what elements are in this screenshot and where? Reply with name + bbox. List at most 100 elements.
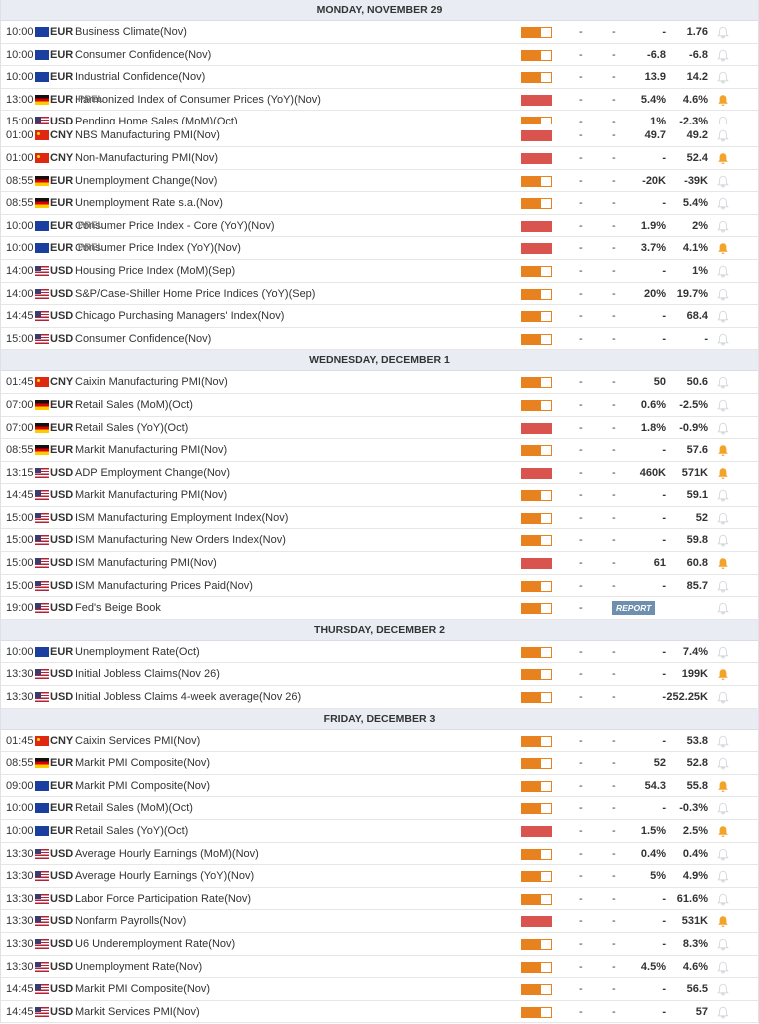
event-row[interactable]: 13:30 USD Average Hourly Earnings (MoM)(No… [1,843,758,866]
alert-bell[interactable] [717,534,729,547]
event-row[interactable]: 10:00 EUR Retail Sales (MoM)(Oct) - - - -0.3% [1,797,758,820]
alert-bell[interactable] [717,512,729,525]
alert-bell[interactable] [717,197,729,210]
alert-bell[interactable] [717,399,729,412]
alert-bell[interactable] [717,376,729,389]
event-row[interactable]: 14:00 USD S&P/Case-Shiller Home Price Indi… [1,283,758,306]
alert-bell[interactable] [717,467,729,480]
alert-bell[interactable] [717,848,729,861]
impact-bar [521,984,552,996]
alert-bell[interactable] [717,422,729,435]
previous: 57 [695,1005,708,1018]
event-row[interactable]: 13:30 USD Labor Force Participation Rate(N… [1,888,758,911]
alert-bell[interactable] [717,915,729,928]
alert-bell[interactable] [717,757,729,770]
alert-bell[interactable] [717,310,729,323]
deviation: - [612,579,616,592]
event-row[interactable]: 14:45 USD Markit PMI Composite(Nov) - - - 56.5 [1,978,758,1001]
event-row[interactable]: 01:00 CNY Non-Manufacturing PMI(Nov) - - - 52.… [1,147,758,170]
event-row[interactable]: 10:00 EUR Business Climate(Nov) - - - 1.76 [1,21,758,44]
alert-bell[interactable] [717,1006,729,1019]
bell-icon [718,467,728,479]
event-row[interactable]: 07:00 EUR Retail Sales (YoY)(Oct) - - 1.8% -0.… [1,417,758,440]
alert-bell[interactable] [717,825,729,838]
event-row[interactable]: 14:45 USD Chicago Purchasing Managers' Ind… [1,305,758,328]
alert-bell[interactable] [717,129,729,142]
currency: USD [50,668,74,681]
alert-bell[interactable] [717,646,729,659]
alert-bell[interactable] [717,735,729,748]
event-row[interactable]: 15:00 USD Pending Home Sales (MoM)(Oct) - - 1… [1,111,758,125]
event-title: Retail Sales (MoM)(Oct) [75,398,193,411]
event-row[interactable]: 10:00 EUR Unemployment Rate(Oct) - - - 7.4% [1,641,758,664]
alert-bell[interactable] [717,893,729,906]
event-row[interactable]: 13:30 USD Initial Jobless Claims(Nov 26) - -… [1,663,758,687]
event-row[interactable]: 10:00 EUR Consumer Confidence(Nov) - - -6.8 -6… [1,44,758,67]
alert-bell[interactable] [717,242,729,255]
event-row[interactable]: 08:55 EUR Unemployment Change(Nov) - - -20K -3… [1,170,758,193]
alert-bell[interactable] [717,49,729,62]
alert-bell[interactable] [717,780,729,793]
event-row[interactable]: 08:55 EUR Unemployment Rate s.a.(Nov) - - - 5.… [1,192,758,215]
alert-bell[interactable] [717,265,729,278]
alert-bell[interactable] [717,983,729,996]
event-row[interactable]: 14:45 USD Markit Services PMI(Nov) - - - 57 [1,1001,758,1024]
flag [35,558,49,569]
event-row[interactable]: 15:00 USD Consumer Confidence(Nov) - - - - [1,328,758,351]
alert-bell[interactable] [717,691,729,704]
alert-bell[interactable] [717,489,729,502]
event-row[interactable]: 10:00 EUR Consumer Price Index - Core (YoY… [1,215,758,238]
time: 14:45 [6,1005,34,1018]
event-row[interactable]: 15:00 USD ISM Manufacturing Prices Paid(No… [1,575,758,598]
alert-bell[interactable] [717,26,729,39]
alert-bell[interactable] [717,94,729,107]
event-row[interactable]: 13:30 USD Average Hourly Earnings (YoY)(No… [1,865,758,888]
alert-bell[interactable] [717,71,729,84]
alert-bell[interactable] [717,288,729,301]
event-row[interactable]: 08:55 EUR Markit PMI Composite(Nov) - - 52 52.… [1,752,758,775]
event-row[interactable]: 09:00 EUR Markit PMI Composite(Nov) - - 54.3 5… [1,775,758,798]
event-row[interactable]: 01:45 CNY Caixin Services PMI(Nov) - - - 53.8 [1,730,758,753]
bell-icon [717,691,729,704]
deviation: - [612,668,616,681]
alert-bell[interactable] [717,961,729,974]
alert-bell[interactable] [717,152,729,165]
event-row[interactable]: 07:00 EUR Retail Sales (MoM)(Oct) - - 0.6% -2.… [1,394,758,417]
deviation: - [612,960,616,973]
alert-bell[interactable] [717,870,729,883]
event-row[interactable]: 08:55 EUR Markit Manufacturing PMI(Nov) - - -… [1,439,758,462]
bell-icon [717,983,729,996]
event-row[interactable]: 15:00 USD ISM Manufacturing Employment Ind… [1,507,758,530]
alert-bell[interactable] [717,802,729,815]
event-row[interactable]: 10:00 EUR Consumer Price Index (YoY)(Nov) P… [1,237,758,260]
event-row[interactable]: 14:00 USD Housing Price Index (MoM)(Sep) - -… [1,260,758,283]
alert-bell[interactable] [717,220,729,233]
event-row[interactable]: 13:00 EUR Harmonized Index of Consumer Pri… [1,89,758,112]
event-row[interactable]: 01:00 CNY NBS Manufacturing PMI(Nov) - - 49.7… [1,124,758,147]
event-row[interactable]: 14:45 USD Markit Manufacturing PMI(Nov) - - -… [1,484,758,507]
event-row[interactable]: 10:00 EUR Industrial Confidence(Nov) - - 13.9… [1,66,758,89]
previous: 61.6% [676,892,708,905]
alert-bell[interactable] [717,602,729,615]
event-row[interactable]: 01:45 CNY Caixin Manufacturing PMI(Nov) - - 5… [1,371,758,394]
alert-bell[interactable] [717,938,729,951]
alert-bell[interactable] [717,333,729,346]
alert-bell[interactable] [717,580,729,593]
event-row[interactable]: 19:00 USD Fed's Beige Book - REPORT [1,597,758,620]
event-row[interactable]: 13:30 USD Unemployment Rate(Nov) - - 4.5% 4.6% [1,956,758,979]
deviation: - [612,847,616,860]
time: 13:15 [6,466,34,479]
alert-bell[interactable] [717,557,729,570]
event-row[interactable]: 13:30 USD Nonfarm Payrolls(Nov) - - - 531K [1,910,758,933]
event-row[interactable]: 13:15 USD ADP Employment Change(Nov) - - 460K… [1,462,758,485]
event-row[interactable]: 15:00 USD ISM Manufacturing PMI(Nov) - - 61 60… [1,552,758,575]
event-row[interactable]: 13:30 USD U6 Underemployment Rate(Nov) - - - 8… [1,933,758,956]
report-badge[interactable]: REPORT [612,601,656,616]
event-row[interactable]: 15:00 USD ISM Manufacturing New Orders Ind… [1,529,758,553]
alert-bell[interactable] [717,116,729,125]
alert-bell[interactable] [717,444,729,457]
event-row[interactable]: 13:30 USD Initial Jobless Claims 4-week av… [1,686,758,709]
alert-bell[interactable] [717,668,729,681]
alert-bell[interactable] [717,175,729,188]
event-row[interactable]: 10:00 EUR Retail Sales (YoY)(Oct) - - 1.5% 2.5… [1,820,758,843]
